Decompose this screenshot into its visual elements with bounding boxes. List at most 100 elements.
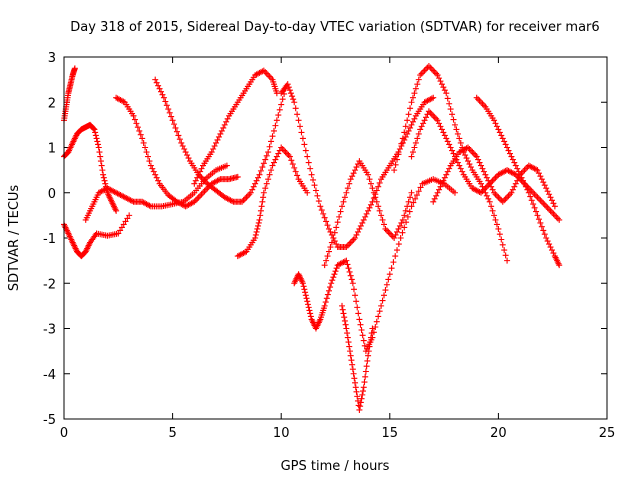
data-point [346, 241, 353, 248]
data-point [538, 223, 545, 230]
data-point [409, 94, 416, 101]
data-point [353, 298, 360, 305]
data-point [430, 67, 437, 74]
data-point [260, 194, 267, 201]
data-point [142, 144, 149, 151]
data-point [295, 117, 302, 124]
data-point [382, 287, 389, 294]
data-point [372, 323, 379, 330]
data-point [330, 274, 337, 281]
data-point [392, 231, 399, 238]
chart-title: Day 318 of 2015, Sidereal Day-to-day VTE… [70, 20, 599, 35]
data-point [398, 219, 405, 226]
plot-frame [63, 56, 608, 420]
data-point [163, 102, 170, 109]
data-point [446, 141, 453, 148]
data-points [61, 63, 563, 413]
data-point [247, 189, 254, 196]
data-point [385, 276, 392, 283]
data-point [257, 212, 264, 219]
data-point [242, 195, 248, 202]
data-point [328, 239, 335, 246]
data-point [382, 225, 389, 232]
data-point [197, 168, 204, 175]
data-point [408, 189, 415, 196]
data-point [365, 348, 372, 355]
data-point [214, 136, 221, 143]
data-point [367, 201, 374, 208]
data-point [321, 302, 328, 309]
data-point [472, 152, 479, 159]
data-point [152, 76, 159, 83]
data-point [100, 171, 107, 178]
data-point [359, 219, 366, 226]
data-point [291, 164, 298, 171]
series-arc15 [473, 94, 563, 269]
data-point [394, 156, 401, 163]
data-point [348, 276, 355, 283]
data-point [492, 174, 499, 181]
data-point [259, 68, 266, 75]
data-point [517, 171, 524, 178]
data-point [341, 258, 348, 265]
data-point [415, 188, 422, 195]
data-point [463, 145, 470, 152]
data-point [353, 388, 360, 395]
data-point [292, 105, 299, 112]
data-point [215, 176, 222, 183]
data-point [401, 224, 408, 231]
data-point [95, 141, 102, 148]
data-point [430, 94, 437, 101]
data-point [434, 72, 441, 79]
data-point [509, 156, 516, 163]
data-point [411, 90, 418, 97]
data-point [323, 218, 330, 225]
data-point [395, 151, 402, 158]
data-point [440, 84, 447, 91]
data-point [428, 95, 435, 102]
data-point [533, 192, 540, 199]
data-point [457, 165, 464, 172]
data-point [412, 195, 419, 202]
y-tick-label: -2 [43, 277, 56, 292]
data-point [520, 168, 527, 175]
data-point [281, 147, 288, 154]
data-point [535, 170, 542, 177]
data-point [496, 195, 503, 202]
data-point [195, 171, 202, 178]
data-point [496, 129, 503, 136]
data-point [436, 75, 443, 82]
data-point [182, 149, 189, 156]
data-point [394, 228, 401, 235]
series-arc1 [61, 121, 120, 214]
data-point [551, 203, 558, 210]
data-point [505, 192, 512, 199]
data-point [546, 206, 553, 213]
data-point [95, 144, 102, 151]
data-point [423, 66, 429, 73]
data-point [166, 109, 173, 116]
data-point [290, 96, 297, 103]
data-point [130, 112, 137, 119]
data-point [253, 228, 260, 235]
data-point [504, 144, 511, 151]
data-point [343, 257, 350, 264]
data-point [495, 194, 502, 201]
data-point [478, 162, 485, 169]
data-point [538, 198, 545, 205]
data-point [450, 150, 457, 157]
data-point [332, 268, 339, 275]
data-point [485, 195, 492, 202]
data-point [363, 210, 370, 217]
data-point [470, 150, 477, 157]
data-point [414, 81, 421, 88]
data-point [437, 123, 444, 130]
data-point [462, 152, 469, 159]
data-point [475, 156, 482, 163]
data-point [355, 402, 362, 409]
data-point [300, 283, 307, 290]
data-point [221, 121, 228, 128]
data-point [486, 198, 493, 205]
data-point [346, 268, 353, 275]
data-point [358, 395, 365, 402]
